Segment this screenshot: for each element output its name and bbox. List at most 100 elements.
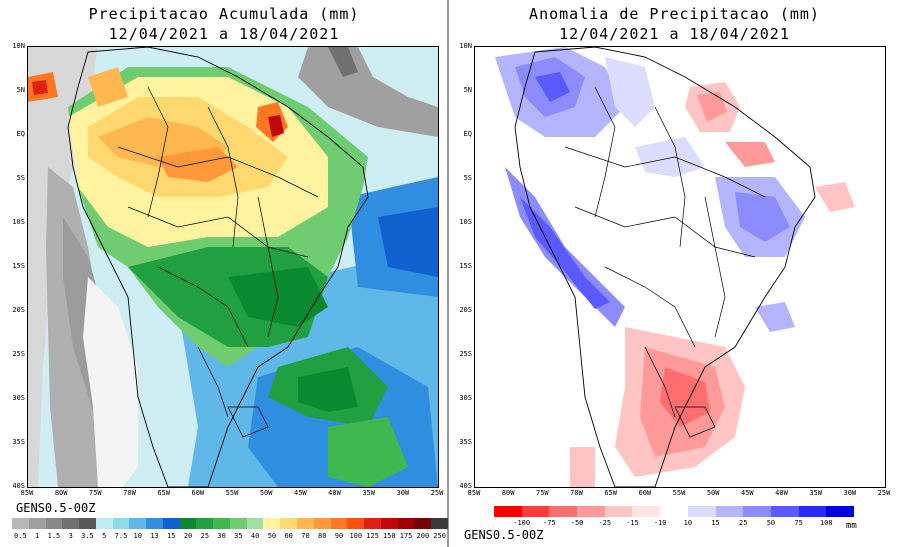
colorbar-swatch bbox=[12, 518, 29, 529]
colorbar-swatch bbox=[179, 518, 197, 529]
colorbar-swatch bbox=[397, 518, 415, 529]
colorbar-tick-label: 1 bbox=[35, 532, 40, 540]
lon-tick-label: 45W bbox=[741, 489, 754, 497]
colorbar-tick-label: -100 bbox=[513, 519, 531, 527]
colorbar-tick-label: 75 bbox=[794, 519, 803, 527]
lat-tick-label: 35S bbox=[12, 438, 25, 446]
colorbar-swatch bbox=[347, 518, 365, 529]
colorbar-swatch bbox=[229, 518, 247, 529]
colorbar-tick-label: 1.5 bbox=[47, 532, 61, 540]
lon-tick-label: 70W bbox=[570, 489, 583, 497]
colorbar-swatch bbox=[687, 506, 716, 517]
colorbar-tick-label: -75 bbox=[543, 519, 556, 527]
lon-tick-label: 55W bbox=[672, 489, 686, 497]
colorbar-tick-label: 15 bbox=[167, 532, 176, 540]
lon-tick-label: 85W bbox=[20, 489, 34, 497]
colorbar-tick-label: 10 bbox=[683, 519, 693, 527]
lon-tick-label: 50W bbox=[259, 489, 273, 497]
lon-tick-label: 35W bbox=[809, 489, 822, 497]
lat-tick-label: EQ bbox=[463, 130, 472, 138]
colorbar-tick-label: 15 bbox=[711, 519, 720, 527]
colorbar-swatch bbox=[521, 506, 550, 517]
colorbar-tick-label: 3 bbox=[68, 532, 73, 540]
colorbar-tick-label: 3.5 bbox=[81, 532, 94, 540]
colorbar-swatch bbox=[112, 518, 130, 529]
lat-tick-label: 15S bbox=[12, 262, 25, 270]
lat-tick-label: 20S bbox=[12, 306, 25, 314]
lon-tick-label: 65W bbox=[604, 489, 617, 497]
anomaly-map bbox=[474, 46, 886, 488]
lat-tick-label: 40S bbox=[459, 482, 472, 490]
precipitation-date-range: 12/04/2021 a 18/04/2021 bbox=[108, 25, 340, 43]
lat-tick-label: 30S bbox=[12, 394, 25, 402]
model-label: GENS0.5-00Z bbox=[16, 501, 96, 515]
colorbar-tick-label: 90 bbox=[334, 532, 344, 540]
panel-divider bbox=[447, 0, 449, 547]
colorbar-swatch bbox=[826, 506, 854, 517]
lon-tick-label: 30W bbox=[396, 489, 410, 497]
colorbar-swatch bbox=[129, 518, 147, 529]
lat-tick-label: 5N bbox=[463, 86, 472, 94]
colorbar-swatch bbox=[246, 518, 264, 529]
colorbar-tick-label: 30 bbox=[217, 532, 226, 540]
lon-tick-label: 80W bbox=[54, 489, 68, 497]
colorbar-tick-label: 10 bbox=[133, 532, 142, 540]
colorbar-swatch bbox=[162, 518, 180, 529]
colorbar-swatch bbox=[45, 518, 63, 529]
lon-tick-label: 40W bbox=[328, 489, 341, 497]
colorbar-tick-label: 200 bbox=[416, 532, 430, 540]
colorbar-tick-label: 40 bbox=[250, 532, 260, 540]
colorbar-tick-label: 80 bbox=[318, 532, 327, 540]
lat-tick-label: 30S bbox=[459, 394, 472, 402]
colorbar-swatch bbox=[330, 518, 348, 529]
lon-tick-label: 25W bbox=[430, 489, 444, 497]
anomaly-colorbar bbox=[494, 506, 854, 517]
lon-tick-label: 80W bbox=[501, 489, 515, 497]
lat-tick-label: 5S bbox=[463, 174, 472, 182]
lon-tick-label: 35W bbox=[362, 489, 375, 497]
lon-tick-label: 40W bbox=[775, 489, 788, 497]
precipitation-colorbar bbox=[12, 518, 448, 529]
lat-tick-label: 5S bbox=[16, 174, 25, 182]
colorbar-tick-label: 7.5 bbox=[114, 532, 128, 540]
colorbar-swatch bbox=[297, 518, 314, 529]
colorbar-swatch bbox=[770, 506, 799, 517]
colorbar-tick-label: 13 bbox=[150, 532, 159, 540]
colorbar-tick-label: 5 bbox=[102, 532, 107, 540]
colorbar-swatch bbox=[577, 506, 605, 517]
colorbar-swatch bbox=[62, 518, 80, 529]
anomaly-map-svg bbox=[475, 47, 885, 487]
colorbar-swatch bbox=[414, 518, 432, 529]
anomaly-colorbar-labels: -100 -75 -50 -25 -15 -10 10 15 25 50 75 100 bbox=[494, 519, 854, 529]
colorbar-swatch bbox=[743, 506, 771, 517]
colorbar-swatch bbox=[28, 518, 46, 529]
precipitation-panel: Precipitacao Acumulada (mm) 12/04/2021 a… bbox=[0, 0, 448, 547]
colorbar-swatch bbox=[660, 506, 688, 517]
precipitation-map bbox=[27, 46, 439, 488]
colorbar-swatch bbox=[380, 518, 398, 529]
colorbar-tick-label: 25 bbox=[739, 519, 748, 527]
colorbar-tick-label: 0.5 bbox=[14, 532, 27, 540]
colorbar-swatch bbox=[263, 518, 281, 529]
lon-tick-label: 75W bbox=[89, 489, 102, 497]
lat-tick-label: EQ bbox=[16, 130, 25, 138]
lat-tick-label: 25S bbox=[12, 350, 25, 358]
lat-tick-label: 10S bbox=[12, 218, 25, 226]
colorbar-swatch bbox=[79, 518, 96, 529]
colorbar-tick-label: 100 bbox=[819, 519, 833, 527]
colorbar-swatch bbox=[364, 518, 381, 529]
colorbar-swatch bbox=[196, 518, 214, 529]
lat-tick-label: 10N bbox=[12, 42, 25, 50]
colorbar-tick-label: -15 bbox=[626, 519, 639, 527]
colorbar-tick-label: -25 bbox=[598, 519, 612, 527]
colorbar-tick-label: 150 bbox=[382, 532, 396, 540]
lat-tick-label: 10N bbox=[459, 42, 472, 50]
lat-tick-label: 15S bbox=[459, 262, 472, 270]
anomaly-panel: Anomalia de Precipitacao (mm) 12/04/2021… bbox=[450, 0, 899, 547]
lat-tick-label: 5N bbox=[16, 86, 25, 94]
colorbar-swatch bbox=[146, 518, 163, 529]
model-label: GENS0.5-00Z bbox=[464, 528, 544, 542]
colorbar-tick-label: -10 bbox=[653, 519, 667, 527]
colorbar-swatch bbox=[715, 506, 744, 517]
colorbar-tick-label: 125 bbox=[366, 532, 379, 540]
